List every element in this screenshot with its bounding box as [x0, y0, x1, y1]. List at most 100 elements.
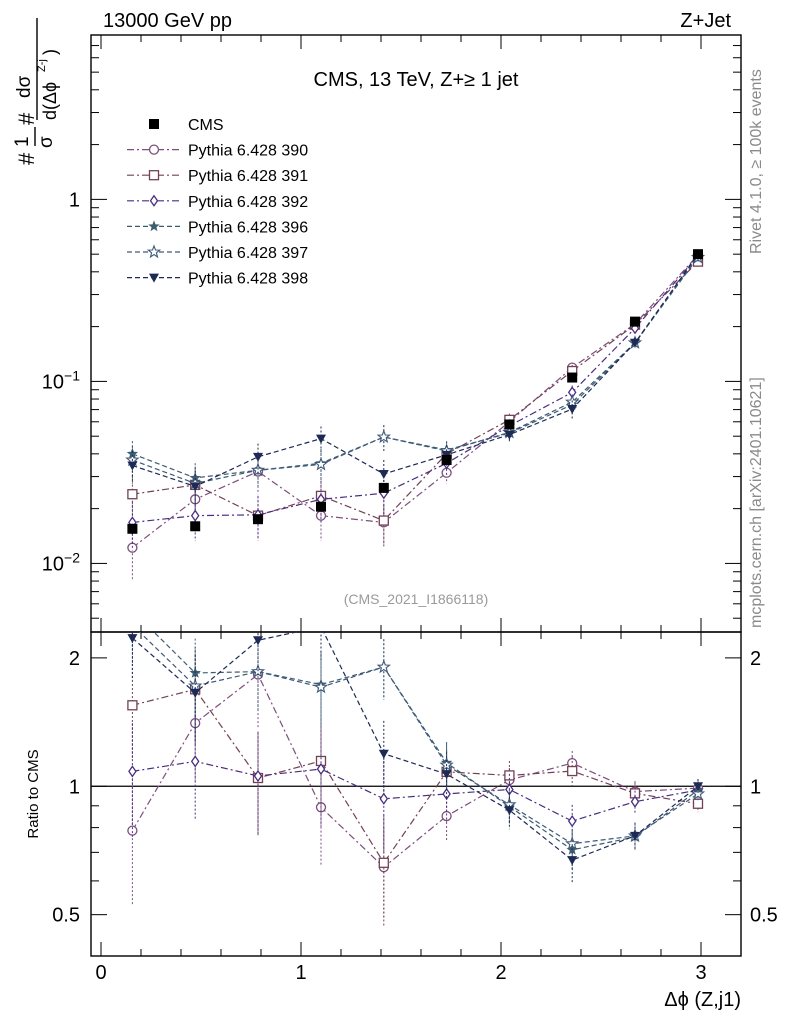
legend-marker — [149, 194, 159, 207]
series-398-main — [127, 250, 703, 507]
series-391-ratio-point — [127, 700, 138, 711]
series-397-point — [376, 429, 391, 444]
y-axis-label-dphi: d(Δϕ — [40, 82, 60, 120]
legend-label: Pythia 6.428 390 — [188, 143, 308, 160]
cms-data-point — [253, 514, 263, 525]
series-398-point — [630, 338, 640, 348]
series-390-ratio-line — [131, 673, 699, 868]
ratio-plot-frame — [90, 631, 742, 957]
legend-marker — [148, 144, 160, 155]
series-398-ratio-point — [378, 749, 389, 759]
series-397-ratio-line — [138, 632, 699, 845]
cms-data-point — [693, 249, 703, 260]
y-tick-label: 10−1 — [42, 367, 80, 393]
ratio-y-tick-label: 0.5 — [52, 905, 80, 927]
legend-marker — [148, 170, 160, 181]
header-left-label: 13000 GeV pp — [103, 10, 232, 32]
series-398-ratio-point — [190, 688, 201, 698]
y-axis-label-zj: Z-j — [36, 59, 48, 72]
y-axis-label-hash: # — [14, 112, 39, 125]
legend-label: CMS — [188, 117, 224, 134]
series-392-ratio-point — [190, 755, 200, 768]
series-396-ratio-line — [153, 632, 699, 851]
series-397-ratio-point — [313, 679, 329, 694]
x-tick-label: 0 — [95, 962, 106, 984]
series-391-ratio-point — [378, 857, 389, 868]
series-392-line — [132, 255, 699, 524]
ratio-y-tick-label-right: 1 — [750, 776, 761, 798]
y-axis-label-sigma: σ — [36, 136, 57, 148]
series-397-point — [313, 456, 329, 471]
y-axis-label-one: 1 — [12, 136, 33, 147]
analysis-watermark: (CMS_2021_I1866118) — [344, 591, 489, 607]
series-392-ratio-point — [316, 762, 326, 776]
ratio-y-tick-label: 2 — [69, 648, 80, 670]
series-392-main — [128, 249, 703, 551]
series-398-ratio-point — [630, 831, 640, 841]
series-392-ratio-point — [253, 769, 263, 783]
axes-layer: 0 1 2 3 10−2 10−1 1 0.5 0.5 1 1 2 2 — [42, 34, 778, 984]
series-397-line — [132, 257, 699, 485]
series-398-ratio-point — [567, 856, 578, 866]
series-396-ratio — [127, 605, 704, 871]
header-right-label: Z+Jet — [680, 10, 731, 32]
y-axis-label-close: ) — [40, 49, 60, 55]
series-390-line — [132, 254, 699, 549]
series-391-point — [378, 515, 389, 526]
series-397-ratio — [131, 632, 706, 865]
series-391-main — [127, 256, 704, 548]
series-392-ratio-point — [379, 792, 389, 805]
series-392-ratio-point — [630, 795, 640, 808]
legend-marker — [149, 273, 159, 283]
y-tick-label: 10−2 — [42, 549, 80, 575]
series-391-ratio-point — [567, 765, 578, 777]
series-layer — [125, 249, 706, 927]
series-398-ratio-point — [253, 636, 263, 646]
cms-data-point — [567, 372, 578, 383]
series-392-point — [190, 509, 200, 522]
cms-data-point — [190, 521, 201, 532]
series-390-ratio-point — [441, 810, 452, 822]
series-398-point — [504, 430, 515, 440]
series-397-ratio-point — [565, 836, 580, 850]
cms-data-point — [504, 419, 515, 430]
series-390-main — [127, 249, 704, 580]
series-398-ratio-line — [132, 632, 699, 861]
series-396-line — [132, 255, 699, 479]
series-398-ratio-point — [693, 782, 703, 792]
x-tick-label: 2 — [495, 962, 506, 984]
series-398-point — [190, 482, 201, 492]
series-392-ratio-line — [132, 760, 699, 822]
x-axis-label: Δϕ (Z,j1) — [664, 989, 741, 1011]
series-392-ratio-point — [567, 814, 577, 828]
chart-title: CMS, 13 TeV, Z+≥ 1 jet — [314, 69, 519, 91]
series-391-ratio-point — [692, 798, 704, 809]
series-397-ratio-point — [690, 786, 706, 800]
series-398-point — [567, 405, 578, 415]
series-398-point — [316, 434, 326, 444]
legend-label: Pythia 6.428 398 — [188, 271, 308, 288]
series-398-ratio — [127, 632, 703, 883]
mcplots-label: mcplots.cern.ch [arXiv:2401.10621] — [748, 377, 765, 628]
legend-marker — [146, 244, 162, 259]
series-398-ratio-point — [127, 634, 138, 644]
series-396-ratio-point — [127, 605, 138, 616]
legend-label: Pythia 6.428 392 — [188, 194, 308, 211]
series-398-point — [378, 469, 389, 479]
series-391-point — [127, 489, 138, 500]
series-398-ratio-point — [504, 806, 515, 816]
series-cms-data — [127, 249, 703, 535]
legend-label: Pythia 6.428 397 — [188, 245, 308, 262]
ratio-y-tick-label-right: 0.5 — [750, 905, 778, 927]
legend-marker — [148, 220, 160, 232]
cms-data-point — [127, 523, 138, 534]
series-392-ratio — [128, 716, 703, 852]
series-390-ratio — [127, 633, 704, 918]
series-398-point — [253, 452, 263, 462]
cms-data-point — [441, 454, 452, 465]
cms-data-point — [630, 316, 640, 327]
series-398-line — [132, 253, 699, 488]
y-axis-label-text: # — [14, 152, 39, 165]
series-397-ratio-point — [376, 659, 391, 674]
